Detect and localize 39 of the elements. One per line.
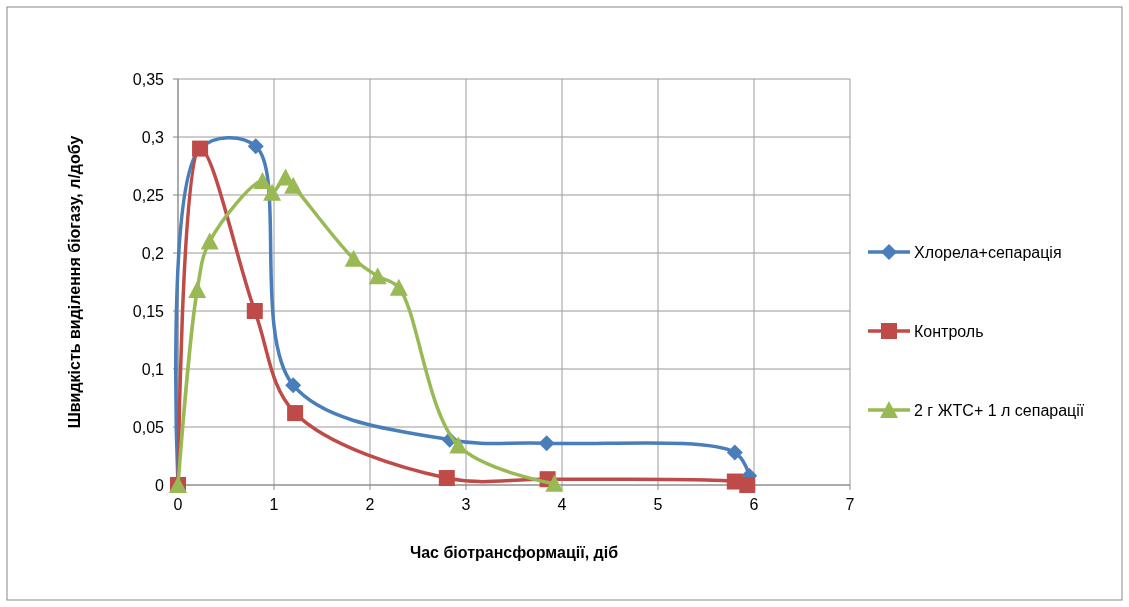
x-tick-label: 0 — [173, 496, 183, 513]
legend-label: Хлорела+сепарація — [914, 244, 1062, 261]
point — [200, 232, 219, 250]
point — [284, 176, 303, 194]
point — [739, 477, 756, 493]
point — [344, 249, 363, 267]
point — [449, 436, 468, 454]
x-tick-label: 5 — [653, 496, 663, 513]
x-tick-label: 1 — [269, 496, 279, 513]
point — [285, 377, 302, 394]
point — [253, 172, 272, 190]
x-tick-label: 7 — [845, 496, 855, 513]
y-tick-label: 0,15 — [132, 303, 165, 320]
point — [438, 470, 455, 487]
point — [545, 474, 564, 492]
x-tick-label: 4 — [557, 496, 567, 513]
y-tick-label: 0,25 — [132, 187, 165, 204]
x-tick-label: 2 — [365, 496, 375, 513]
point — [246, 303, 263, 319]
y-tick-label: 0,05 — [132, 419, 165, 436]
y-tick-label: 0,3 — [141, 129, 165, 146]
point — [263, 183, 282, 201]
legend-label: Контроль — [914, 323, 984, 340]
legend-label: 2 г ЖТС+ 1 л сепарації — [914, 402, 1085, 419]
point — [726, 444, 743, 461]
y-tick-label: 0 — [155, 477, 165, 494]
x-tick-label: 6 — [749, 496, 759, 513]
y-tick-label: 0,1 — [141, 361, 165, 378]
point — [368, 267, 387, 285]
y-axis-title: Швидкість виділення біогазу, л/добу — [66, 135, 83, 429]
y-tick-label: 0,2 — [141, 245, 165, 262]
x-tick-label: 3 — [461, 496, 471, 513]
point — [389, 278, 408, 296]
x-axis-title: Час біотрансформації, діб — [409, 544, 619, 561]
y-tick-label: 0,35 — [132, 71, 165, 88]
point — [538, 435, 555, 452]
point — [247, 138, 264, 155]
point — [287, 405, 304, 422]
point — [188, 281, 207, 299]
